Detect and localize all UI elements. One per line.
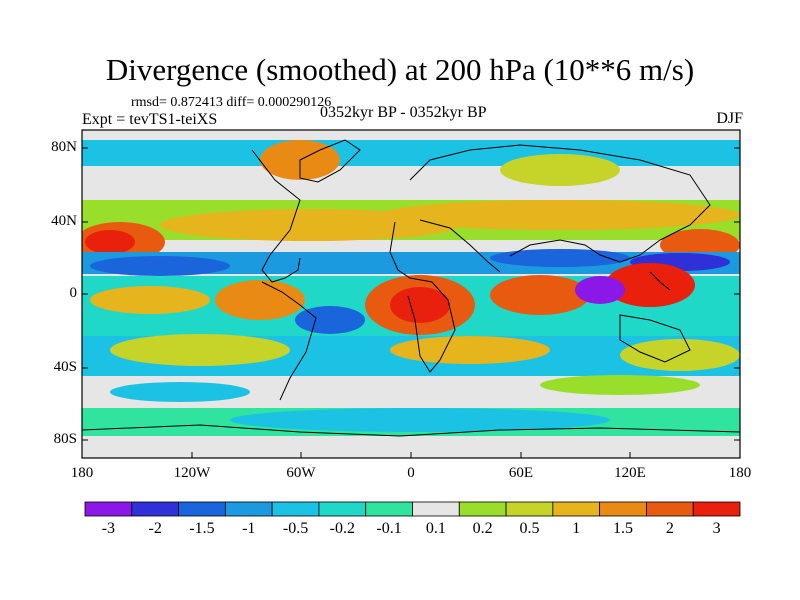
lat-label-80n: 80N <box>51 139 77 155</box>
colorbar-label: -2 <box>148 520 162 537</box>
colorbar-box <box>458 501 507 517</box>
lat-label-40n: 40N <box>51 213 77 229</box>
colorbar-label: 1.5 <box>613 520 634 537</box>
colorbar-box <box>84 501 133 517</box>
lon-label-0: 0 <box>407 465 415 481</box>
colorbar-box <box>599 501 647 517</box>
colorbar-label: 1 <box>572 520 581 537</box>
experiment-label: Expt = tevTS1-teiXS <box>82 111 218 128</box>
colorbar-label: 3 <box>712 520 721 537</box>
season-label: DJF <box>716 110 743 127</box>
period-label: 0352kyr BP - 0352kyr BP <box>320 104 487 121</box>
colorbar-box <box>552 501 601 517</box>
colorbar-label: -1.5 <box>189 520 215 537</box>
colorbar-box <box>646 501 694 517</box>
lon-label-60e: 60E <box>508 465 534 481</box>
lon-label-180w: 180 <box>70 465 94 481</box>
tick-marks <box>82 147 740 458</box>
colorbar <box>84 501 741 517</box>
rmsd-stats: rmsd= 0.872413 diff= 0.000290126 <box>131 95 332 110</box>
coastlines <box>82 139 740 437</box>
colorbar-box <box>131 501 179 517</box>
colorbar-box <box>318 501 367 517</box>
colorbar-label: 0.5 <box>519 520 540 537</box>
colorbar-box <box>692 501 741 517</box>
plot-title: Divergence (smoothed) at 200 hPa (10**6 … <box>105 52 695 87</box>
divergence-field <box>82 130 740 458</box>
colorbar-box <box>365 501 413 517</box>
colorbar-label: -0.2 <box>329 520 355 537</box>
colorbar-box <box>224 501 273 517</box>
lat-label-eq: 0 <box>69 285 78 301</box>
colorbar-box <box>412 501 460 517</box>
lon-label-180e: 180 <box>728 465 752 481</box>
lat-label-40s: 40S <box>53 359 77 375</box>
colorbar-box <box>178 501 226 517</box>
colorbar-label: -3 <box>101 520 116 537</box>
colorbar-label: 2 <box>665 520 674 537</box>
colorbar-box <box>505 501 554 517</box>
lon-label-120e: 120E <box>614 465 646 481</box>
lat-label-80s: 80S <box>53 431 77 447</box>
colorbar-box <box>271 501 320 517</box>
colorbar-label: -0.1 <box>376 520 402 537</box>
colorbar-label: 0.2 <box>472 520 493 537</box>
colorbar-label: -0.5 <box>282 520 309 537</box>
lon-label-120w: 120W <box>173 465 211 481</box>
colorbar-label: 0.1 <box>425 520 446 537</box>
lon-label-60w: 60W <box>286 465 316 481</box>
colorbar-label: -1 <box>242 520 256 537</box>
